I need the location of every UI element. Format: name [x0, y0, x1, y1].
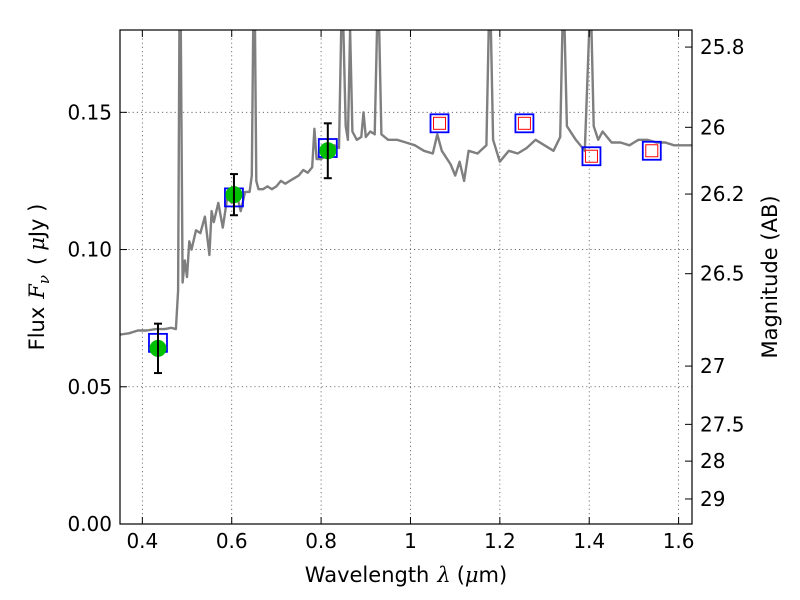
upper-limit-point: [433, 116, 447, 130]
grid-lines: [120, 30, 692, 525]
model-point: [581, 146, 602, 167]
plot-frame: [119, 29, 693, 525]
upper-limit-point: [645, 144, 659, 158]
sed-template-line: [120, 30, 692, 336]
mag-tick-label: 26.5: [700, 262, 745, 286]
x-tick-label: 1.4: [573, 529, 605, 553]
y-tick-label: 0.05: [67, 375, 112, 399]
x-axis-label: Wavelength λ (μm): [305, 563, 507, 587]
mag-tick-label: 27.5: [700, 412, 745, 436]
model-point: [514, 113, 535, 134]
upper-limit-point: [584, 149, 598, 163]
x-tick-label: 0.4: [126, 529, 158, 553]
y-tick-label: 0.00: [67, 512, 112, 536]
y-axis-label: FluxFν(μJy ): [25, 204, 53, 351]
mag-tick-label: 27: [700, 354, 725, 378]
x-tick-label: 0.6: [216, 529, 248, 553]
upper-limit-point: [517, 116, 531, 130]
y-tick-label: 0.15: [67, 100, 112, 124]
right-axis-label: Magnitude (AB): [758, 195, 782, 358]
y-tick-label: 0.10: [67, 238, 112, 262]
x-tick-label: 0.8: [305, 529, 337, 553]
mag-tick-label: 26: [700, 115, 725, 139]
model-point: [429, 113, 450, 134]
mag-tick-label: 26.2: [700, 182, 745, 206]
mag-tick-label: 25.8: [700, 35, 745, 59]
data-series: [120, 30, 692, 375]
model-point: [641, 140, 662, 161]
axis-ticks: 0.4 0.6 0.8 1 1.2 1.4 1.6 0.00 0.05 0.10 0.15 25.8 2…: [67, 30, 745, 553]
x-tick-label: 1: [404, 529, 417, 553]
x-tick-label: 1.2: [484, 529, 516, 553]
mag-tick-label: 29: [700, 487, 725, 511]
x-tick-label: 1.6: [663, 529, 695, 553]
mag-tick-label: 28: [700, 449, 725, 473]
